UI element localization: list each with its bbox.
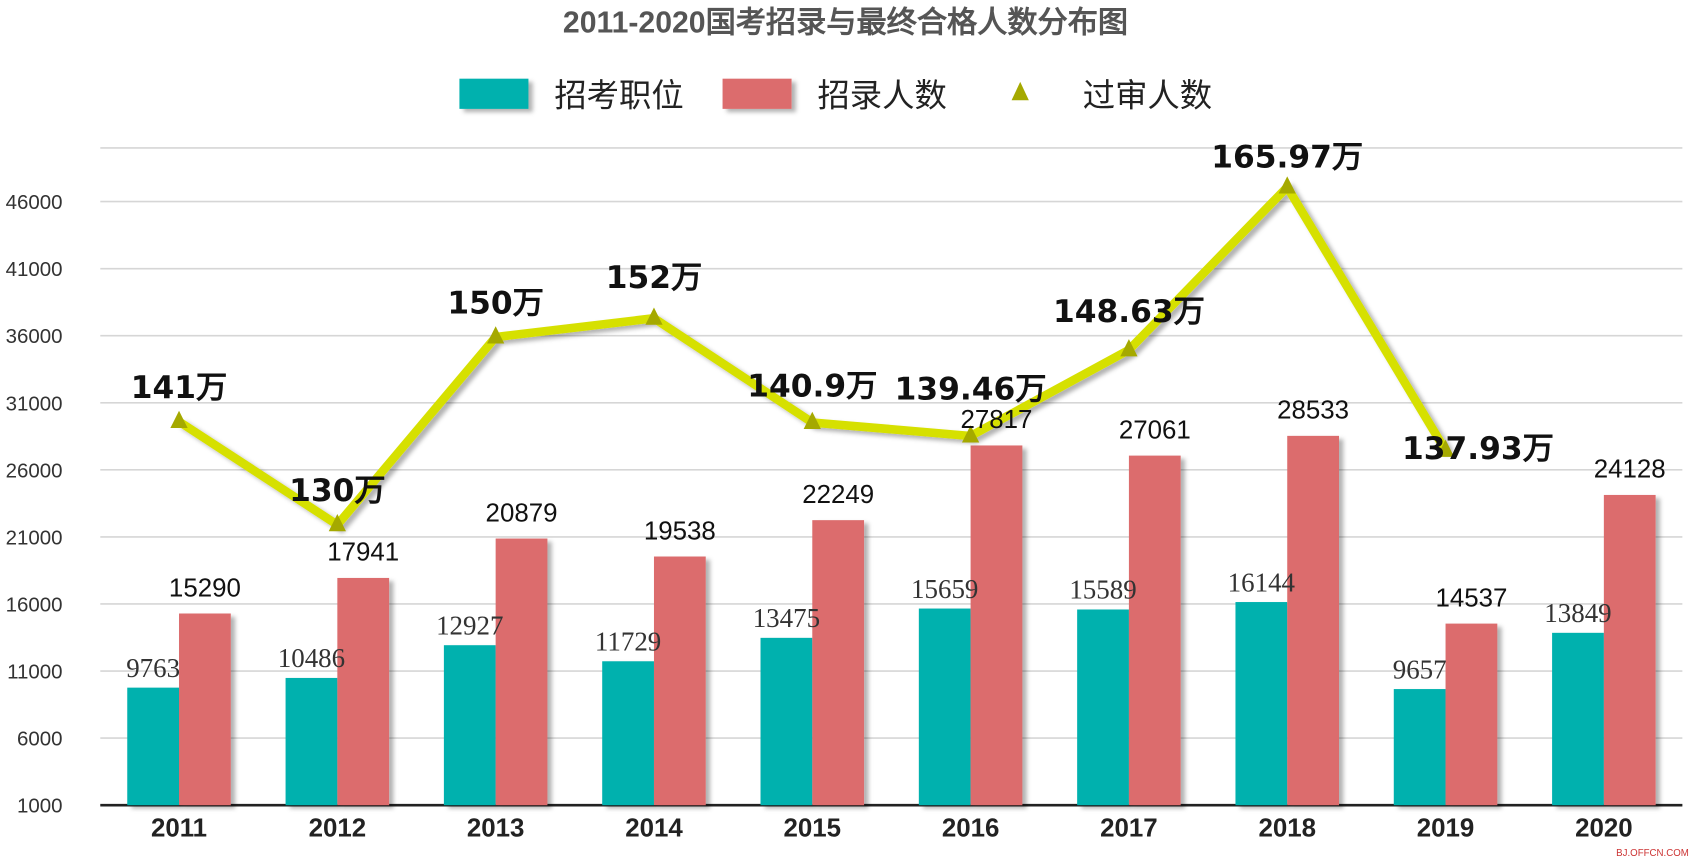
bar-hires	[179, 613, 231, 806]
data-label-hires: 27817	[961, 406, 1033, 434]
data-label-hires: 24128	[1594, 456, 1666, 484]
data-label-passed: 165.97万	[1211, 140, 1363, 176]
y-tick-label: 21000	[6, 526, 63, 549]
data-label-passed: 152万	[606, 260, 703, 296]
y-tick-label: 16000	[6, 594, 63, 617]
y-tick-label: 36000	[6, 325, 63, 348]
data-label-passed: 137.93万	[1402, 431, 1554, 467]
bar-positions	[602, 661, 654, 806]
data-label-passed: 130万	[289, 473, 386, 509]
y-tick-label: 6000	[17, 728, 63, 751]
x-tick-label: 2020	[1575, 814, 1633, 842]
data-label-hires: 20879	[486, 499, 558, 527]
data-label-positions: 11729	[595, 626, 661, 656]
line-marker-triangle	[645, 307, 663, 325]
data-label-positions: 9763	[126, 653, 180, 683]
data-label-passed: 139.46万	[895, 371, 1047, 407]
watermark: BJ.OFFCN.COM	[1616, 848, 1689, 858]
x-tick-label: 2015	[784, 814, 842, 842]
bar-positions	[1235, 602, 1288, 806]
legend-marker-triangle-icon	[1011, 81, 1029, 101]
y-tick-label: 11000	[7, 661, 62, 684]
bar-positions	[918, 608, 971, 806]
bar-positions	[443, 645, 496, 806]
data-label-positions: 9657	[1393, 654, 1447, 684]
line-marker-triangle	[961, 425, 980, 443]
legend-label-passed: 过审人数	[1083, 77, 1212, 115]
legend: 招考职位 招录人数 过审人数	[459, 77, 1212, 115]
bar-positions	[1077, 609, 1129, 806]
data-label-passed: 148.63万	[1053, 294, 1205, 330]
data-label-positions: 15659	[911, 574, 978, 604]
line-marker-triangle	[487, 326, 505, 344]
y-tick-label: 1000	[17, 795, 63, 818]
line-marker-triangle	[1436, 439, 1455, 457]
line-marker-triangle	[170, 410, 188, 429]
bar-positions	[127, 687, 180, 806]
x-tick-label: 2018	[1258, 814, 1316, 842]
x-tick-label: 2012	[309, 814, 367, 842]
line-marker-triangle	[1278, 176, 1296, 194]
data-label-positions: 10486	[278, 643, 345, 673]
y-tick-label: 46000	[6, 191, 63, 214]
x-tick-label: 2017	[1100, 814, 1158, 842]
bar-positions	[760, 637, 813, 806]
data-label-passed: 150万	[447, 285, 544, 321]
data-label-positions: 16144	[1228, 567, 1296, 597]
x-tick-label: 2016	[942, 814, 1000, 842]
line-marker-triangle	[328, 514, 346, 532]
legend-label-positions: 招考职位	[554, 77, 683, 115]
bar-hires	[495, 538, 548, 806]
x-tick-label: 2014	[625, 814, 683, 842]
data-label-hires: 14537	[1435, 584, 1507, 612]
data-label-hires: 22249	[802, 481, 874, 509]
data-label-positions: 15589	[1069, 575, 1136, 605]
bar-hires	[812, 520, 865, 806]
bar-hires	[1603, 494, 1656, 806]
legend-swatch-hires	[722, 78, 792, 109]
bar-hires	[1128, 455, 1181, 806]
line-marker-triangle	[803, 411, 821, 429]
data-label-positions: 12927	[436, 610, 503, 640]
data-label-hires: 28533	[1277, 397, 1349, 425]
bar-positions	[1552, 632, 1604, 806]
bar-positions	[1393, 689, 1446, 806]
data-label-hires: 19538	[644, 517, 716, 545]
bar-positions	[285, 677, 338, 806]
x-tick-label: 2013	[467, 814, 525, 842]
data-label-positions: 13849	[1544, 598, 1611, 628]
legend-label-hires: 招录人数	[817, 77, 946, 115]
data-label-hires: 17941	[327, 539, 399, 567]
y-tick-label: 41000	[6, 258, 63, 281]
x-tick-label: 2019	[1417, 814, 1475, 842]
data-label-passed: 141万	[131, 370, 228, 406]
data-label-passed: 140.9万	[747, 369, 877, 405]
data-label-hires: 27061	[1119, 416, 1191, 444]
bar-hires	[653, 556, 706, 806]
line-marker-triangle	[1120, 339, 1138, 357]
legend-swatch-positions	[459, 78, 529, 109]
y-tick-label: 31000	[6, 392, 63, 415]
data-label-hires: 15290	[169, 574, 241, 602]
bar-hires	[970, 445, 1023, 806]
bar-hires	[1445, 623, 1498, 806]
bar-hires	[337, 577, 390, 806]
chart-title: 2011-2020国考招录与最终合格人数分布图	[563, 5, 1128, 39]
bar-hires	[1287, 435, 1339, 806]
y-tick-label: 26000	[6, 459, 63, 482]
x-tick-label: 2011	[151, 814, 207, 842]
data-label-positions: 13475	[753, 603, 820, 633]
